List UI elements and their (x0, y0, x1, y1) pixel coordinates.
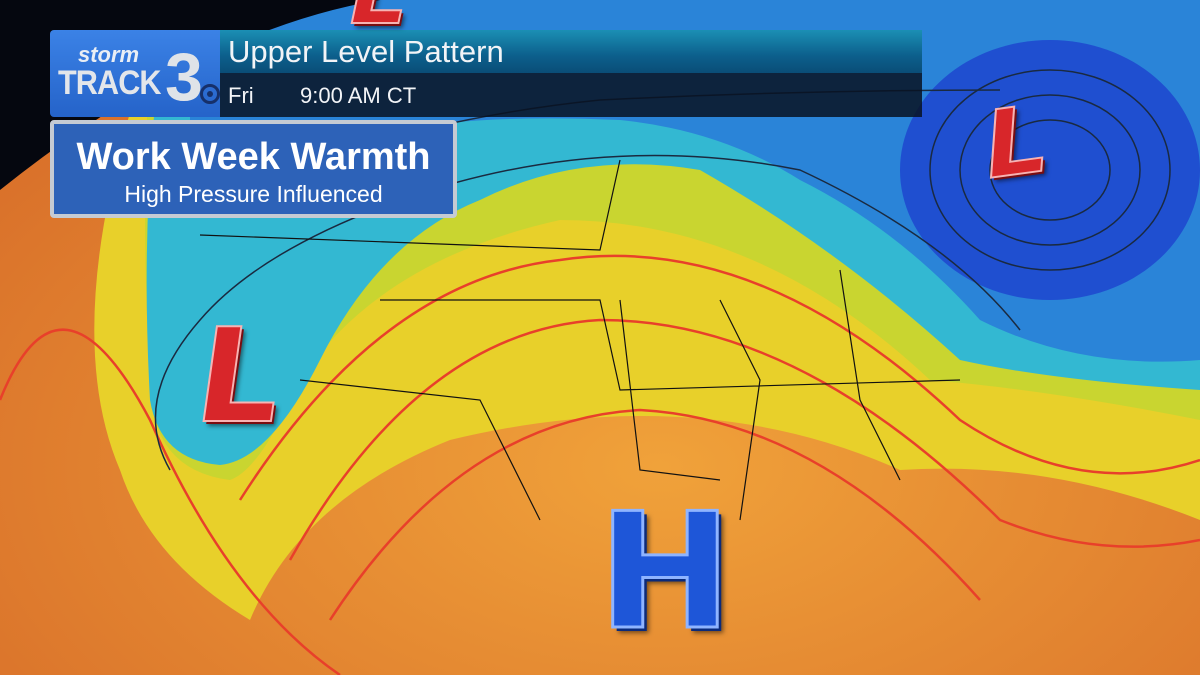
high-pressure-marker: H (597, 477, 734, 667)
warm-contours (0, 254, 1200, 675)
headline-box: Work Week Warmth High Pressure Influence… (50, 120, 457, 218)
title-bar: Upper Level Pattern (220, 30, 922, 73)
page-title: Upper Level Pattern (228, 34, 504, 69)
storm-track-3-logo: storm TRACK 3 (50, 30, 220, 117)
time-bar: Fri 9:00 AM CT (220, 73, 922, 117)
low-pressure-marker-east: L (979, 83, 1051, 202)
headline-title: Work Week Warmth (76, 136, 431, 178)
logo-track-text: TRACK (58, 64, 161, 102)
cbs-eye-icon (200, 84, 220, 104)
logo-channel-number: 3 (165, 39, 203, 115)
low-center-east (900, 40, 1200, 300)
state-borders (199, 159, 961, 521)
forecast-day: Fri (228, 83, 254, 108)
forecast-time: 9:00 AM CT (300, 83, 417, 108)
logo-storm-text: storm (78, 42, 140, 67)
headline-subtitle: High Pressure Influenced (124, 181, 383, 207)
